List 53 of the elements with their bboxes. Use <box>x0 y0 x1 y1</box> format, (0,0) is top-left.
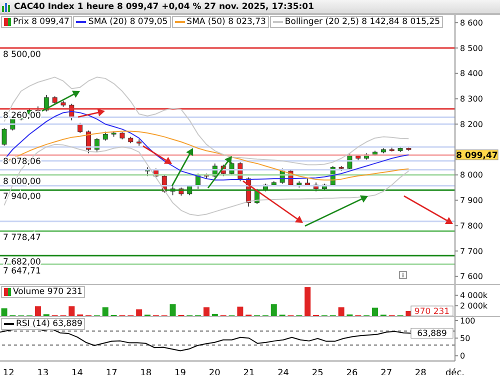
y-tick-label: 2 000k <box>460 302 488 311</box>
y-tick-label: 0 <box>460 352 466 361</box>
y-tick-label: 8 500 <box>460 44 483 53</box>
x-tick-label: 24 <box>278 368 290 375</box>
y-tick-label: 8 600 <box>460 18 483 28</box>
legend-label: RSI (14) 63,889 <box>16 319 82 329</box>
legend-label: Prix 8 099,47 <box>13 17 70 27</box>
legend-label: Volume 970 231 <box>13 287 82 297</box>
ref-line-label: 8 260,00 <box>3 110 41 121</box>
y-tick-label: 100 <box>460 316 476 326</box>
y-tick-label: 4 000k <box>460 291 488 300</box>
x-tick-label: 14 <box>72 368 84 375</box>
bar <box>338 307 344 316</box>
y-tick-label: 7 900 <box>460 196 483 206</box>
bar <box>136 309 142 316</box>
y-tick-label: 50 <box>460 334 470 343</box>
bar <box>102 307 108 316</box>
legend-label: SMA (50) 8 023,73 <box>186 17 266 27</box>
bar <box>203 307 210 316</box>
ref-line-label: 8 500,00 <box>3 50 41 60</box>
ref-line-label: 8 000,00 <box>3 176 41 187</box>
candlestick <box>2 128 7 146</box>
bar <box>237 306 244 316</box>
line-series <box>4 76 410 166</box>
x-tick-label: 17 <box>106 368 118 375</box>
bar <box>1 308 8 316</box>
y-tick-label: 7 600 <box>460 272 483 282</box>
text: 8 099,47 <box>456 150 498 161</box>
y-tick-label: 7 800 <box>460 221 483 230</box>
bar <box>304 287 311 316</box>
ref-line-label: 7 940,00 <box>3 192 41 202</box>
annotation: 63,889 <box>417 329 447 340</box>
chart-title: CAC40 Index 1 heure 8 099,47 +0,04 % 27 nov. 2025, 17:35:01 <box>14 2 314 12</box>
bar <box>34 306 41 316</box>
ref-line-label: 7 778,47 <box>3 233 41 244</box>
legend-label: SMA (20) 8 079,05 <box>88 17 168 27</box>
y-tick-label: 8 400 <box>460 69 483 78</box>
ref-line-label: 7 647,71 <box>3 266 41 276</box>
y-tick-label: 8 000 <box>460 170 483 180</box>
bar <box>170 304 176 316</box>
ref-line-label: 7 682,00 <box>3 258 41 268</box>
bar <box>68 306 75 316</box>
line-series <box>4 144 410 216</box>
x-tick-label: 12 <box>2 368 14 375</box>
x-tick-label: 27 <box>380 368 392 375</box>
annotation: 970 231 <box>414 306 450 317</box>
x-tick-label: 21 <box>243 368 255 375</box>
y-tick-label: 7 700 <box>460 246 483 256</box>
y-tick-label: 8 300 <box>460 94 483 104</box>
bar <box>270 304 277 316</box>
legend-label: Bollinger (20 2,5) 8 142,84 8 015,25 <box>284 17 440 27</box>
bar <box>372 308 378 316</box>
y-tick-label: 8 200 <box>460 120 483 129</box>
